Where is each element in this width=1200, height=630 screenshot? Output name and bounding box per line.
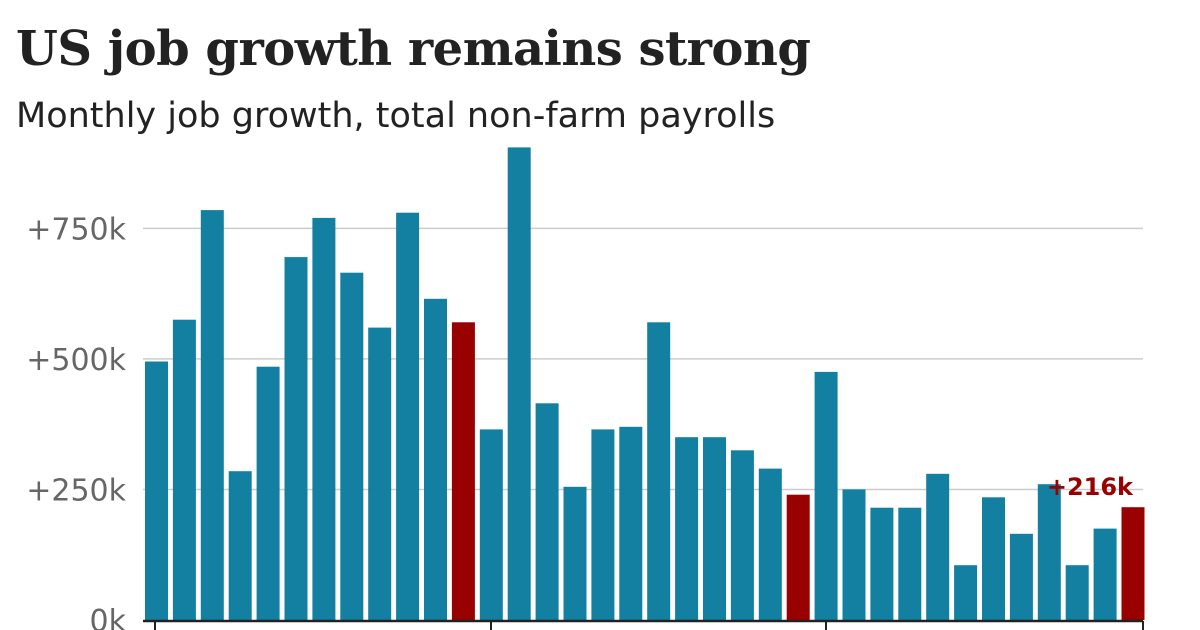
chart-subtitle: Monthly job growth, total non-farm payro…	[16, 96, 776, 136]
y-tick-label: 0k	[90, 604, 127, 630]
bar-highlight	[1121, 507, 1145, 620]
bar	[145, 361, 168, 620]
bar	[507, 147, 531, 620]
bar	[200, 210, 224, 620]
bar	[1065, 565, 1089, 620]
y-tick-label: +250k	[26, 473, 126, 508]
bar	[1037, 484, 1061, 620]
bar	[312, 217, 336, 620]
bar	[954, 565, 978, 620]
bar	[172, 319, 196, 620]
bar	[591, 429, 615, 620]
value-annotation: +216k	[1047, 473, 1134, 501]
bar	[730, 450, 754, 620]
bar	[1009, 533, 1033, 620]
y-axis-ticks: 0k +250k +500k +750k	[26, 212, 126, 630]
bars	[145, 147, 1145, 620]
bar	[898, 507, 922, 620]
bar	[647, 322, 671, 620]
bar	[842, 489, 866, 620]
bar	[814, 371, 838, 620]
bar	[675, 437, 699, 620]
bar	[284, 257, 308, 620]
bar	[479, 429, 503, 620]
y-tick-label: +750k	[26, 212, 126, 247]
chart-title: US job growth remains strong	[16, 21, 811, 77]
x-axis	[143, 619, 1144, 630]
gridlines	[143, 227, 1143, 491]
bar	[368, 327, 392, 620]
bar-highlight	[786, 494, 810, 620]
bar	[340, 272, 364, 620]
bar	[535, 403, 559, 620]
bar	[1093, 528, 1117, 620]
bar	[619, 426, 643, 620]
y-tick-label: +500k	[26, 343, 126, 378]
bar	[758, 468, 782, 620]
bar	[424, 298, 447, 620]
bar	[256, 366, 280, 620]
bar	[926, 473, 950, 620]
bar	[228, 471, 252, 620]
bar	[396, 212, 420, 620]
bar	[982, 497, 1005, 620]
bar	[703, 437, 726, 620]
bar	[870, 507, 894, 620]
bar	[563, 486, 587, 620]
bar-highlight	[451, 322, 475, 620]
annotations: +216k	[1047, 473, 1134, 501]
